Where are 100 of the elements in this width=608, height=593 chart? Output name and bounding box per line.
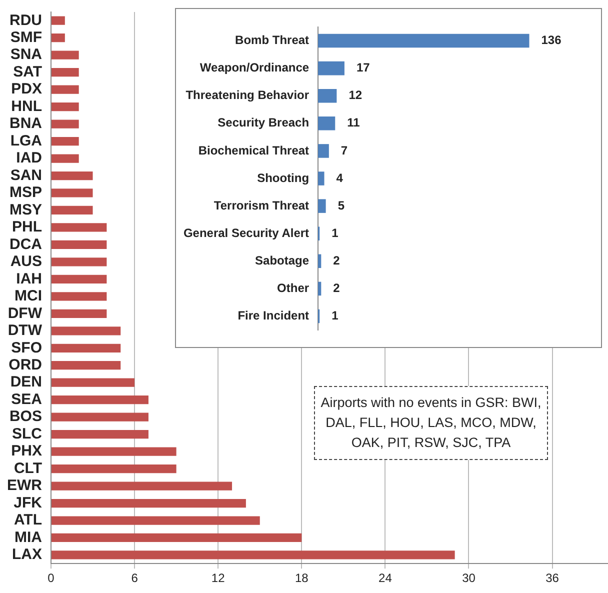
y-tick-label: SAT xyxy=(13,63,42,80)
bar xyxy=(51,309,107,318)
y-tick-label: DFW xyxy=(8,304,43,322)
bar xyxy=(51,378,135,387)
y-tick-label: Security Breach xyxy=(218,116,310,130)
y-tick-label: IAD xyxy=(16,150,42,167)
y-tick-label: LGA xyxy=(10,132,42,150)
y-tick-label: ATL xyxy=(14,512,42,529)
y-tick-label: AUS xyxy=(10,253,42,270)
y-tick-label: IAH xyxy=(16,270,42,288)
y-tick-label: MSY xyxy=(9,201,42,218)
bar xyxy=(51,171,93,180)
bar xyxy=(51,34,65,42)
bar xyxy=(51,516,260,525)
bar xyxy=(51,498,246,508)
y-tick-label: JFK xyxy=(14,494,42,512)
y-tick-label: Fire Incident xyxy=(238,308,310,323)
data-label: 1 xyxy=(332,308,339,323)
bar xyxy=(51,206,93,215)
bar xyxy=(318,172,324,186)
data-label: 1 xyxy=(332,226,339,240)
y-tick-label: BOS xyxy=(9,408,42,426)
bar xyxy=(51,482,232,490)
y-tick-label: DCA xyxy=(9,236,42,253)
y-tick-label: SAN xyxy=(10,166,42,184)
y-tick-label: SLC xyxy=(12,425,42,442)
y-tick-label: CLT xyxy=(14,460,42,477)
data-label: 2 xyxy=(333,280,340,295)
bar xyxy=(51,464,176,474)
bar xyxy=(318,116,336,130)
y-tick-label: PHX xyxy=(11,442,42,460)
bar xyxy=(51,16,65,25)
data-label: 7 xyxy=(340,143,348,158)
bar xyxy=(51,240,107,250)
bar xyxy=(51,361,121,370)
bar xyxy=(51,68,79,77)
data-label: 2 xyxy=(333,253,340,268)
bar xyxy=(51,188,93,198)
bar xyxy=(51,136,79,146)
y-tick-label: SFO xyxy=(11,339,42,356)
bar xyxy=(51,344,121,352)
y-tick-label: HNL xyxy=(11,98,42,115)
x-tick-label: 6 xyxy=(131,571,138,586)
y-tick-label: Sabotage xyxy=(255,253,310,268)
bar xyxy=(51,292,107,301)
y-tick-label: Other xyxy=(277,280,310,295)
y-tick-label: RDU xyxy=(9,12,42,29)
y-tick-label: MSP xyxy=(9,184,42,202)
y-tick-label: Biochemical Threat xyxy=(198,143,310,158)
y-tick-label: Shooting xyxy=(257,170,310,185)
bar xyxy=(51,102,79,112)
bar xyxy=(51,550,455,560)
bar xyxy=(51,326,121,336)
bar xyxy=(51,223,107,232)
x-tick-label: 0 xyxy=(48,571,55,586)
y-tick-label: PHL xyxy=(12,218,42,236)
y-tick-label: BNA xyxy=(9,115,42,132)
bar xyxy=(318,282,322,296)
bar xyxy=(51,154,79,163)
x-tick-label: 18 xyxy=(294,571,309,586)
x-tick-label: 24 xyxy=(378,571,392,586)
bar xyxy=(318,199,326,213)
bar xyxy=(318,144,329,158)
y-tick-label: SNA xyxy=(10,46,42,64)
bar xyxy=(51,396,148,404)
x-tick-label: 12 xyxy=(211,571,226,586)
bar xyxy=(318,34,530,48)
data-label: 12 xyxy=(348,88,362,102)
y-tick-label: EWR xyxy=(6,477,42,494)
y-tick-label: SMF xyxy=(10,28,42,46)
y-tick-label: Threatening Behavior xyxy=(186,88,310,102)
y-tick-label: PDX xyxy=(11,80,42,98)
y-tick-label: DTW xyxy=(8,322,43,340)
y-tick-label: DEN xyxy=(10,374,42,391)
x-tick-label: 30 xyxy=(462,571,476,586)
bar xyxy=(51,85,79,94)
data-label: 136 xyxy=(541,33,562,48)
data-label: 4 xyxy=(336,170,344,185)
bar xyxy=(51,430,148,439)
bar xyxy=(51,412,148,422)
y-tick-label: SEA xyxy=(11,390,42,408)
bar xyxy=(318,88,337,103)
y-tick-label: ORD xyxy=(8,356,42,374)
bar xyxy=(51,274,107,284)
y-tick-label: Weapon/Ordinance xyxy=(200,60,310,75)
bar xyxy=(318,61,344,76)
y-tick-label: Bomb Threat xyxy=(235,33,310,48)
data-label: 17 xyxy=(356,60,370,75)
bar xyxy=(51,120,79,128)
y-tick-label: Terrorism Threat xyxy=(214,198,310,212)
bar xyxy=(51,533,302,542)
data-label: 5 xyxy=(338,198,345,212)
y-tick-label: MIA xyxy=(14,528,42,546)
annotation: Airports with no events in GSR: BWI, DAL, FLL, HOU, LAS, MCO, MDW, OAK, PIT, RSW, SJC, TPA xyxy=(314,386,548,460)
y-tick-label: General Security Alert xyxy=(183,226,310,240)
x-tick-label: 36 xyxy=(546,571,560,586)
data-label: 11 xyxy=(347,116,360,130)
bar xyxy=(51,50,79,60)
bar xyxy=(51,258,107,266)
y-tick-label: LAX xyxy=(12,546,42,564)
